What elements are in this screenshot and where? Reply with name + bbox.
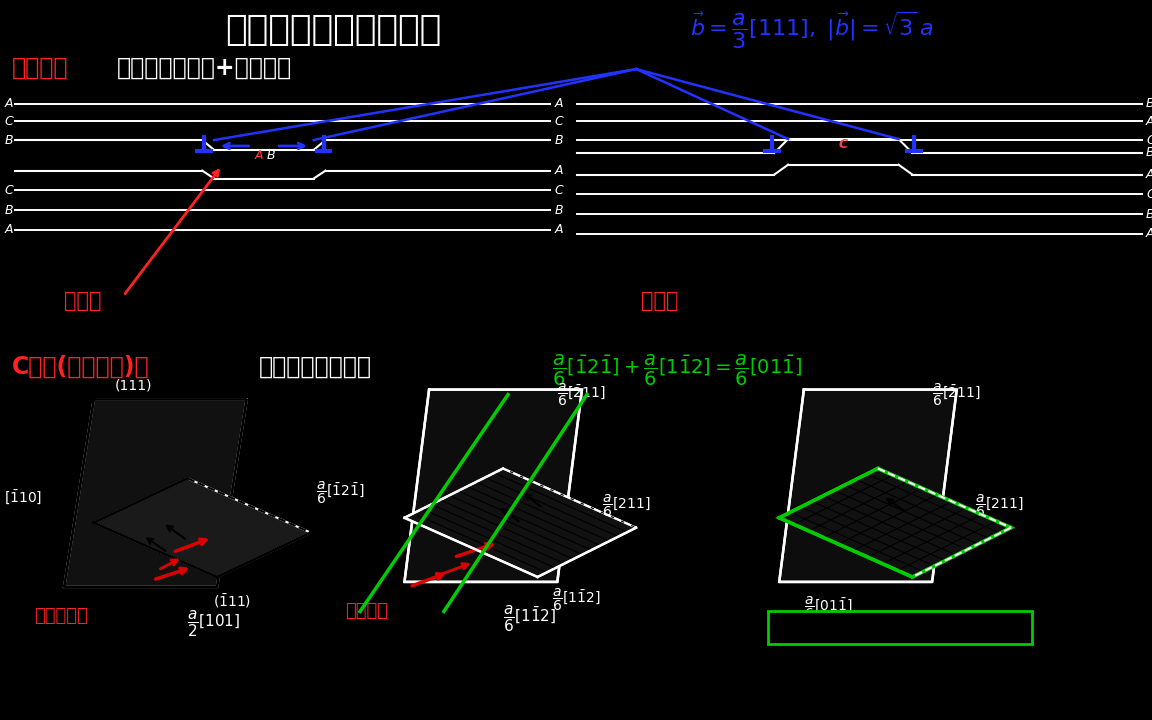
Text: 分位错线: 分位错线 <box>346 602 388 620</box>
Text: C: C <box>839 138 848 151</box>
Text: 包含不可动位错。: 包含不可动位错。 <box>258 355 371 379</box>
Text: 面心立方中的两类位错: 面心立方中的两类位错 <box>226 13 442 47</box>
Polygon shape <box>779 390 957 582</box>
Text: B: B <box>1146 207 1152 220</box>
Text: $(\bar{1}11)$: $(\bar{1}11)$ <box>213 592 251 610</box>
Text: $\dfrac{a}{2}[101]$: $\dfrac{a}{2}[101]$ <box>188 610 241 639</box>
Text: $[\bar{1}10]$: $[\bar{1}10]$ <box>5 489 43 507</box>
Text: A: A <box>554 97 563 110</box>
Text: C: C <box>5 184 13 197</box>
Text: (111): (111) <box>114 379 152 392</box>
Text: B: B <box>554 133 563 147</box>
FancyBboxPatch shape <box>768 611 1032 644</box>
Text: 抽出型: 抽出型 <box>65 291 101 311</box>
Text: $\dfrac{a}{6}[211]$: $\dfrac{a}{6}[211]$ <box>975 492 1023 519</box>
Text: $\dfrac{a}{6}[\bar{2}11]$: $\dfrac{a}{6}[\bar{2}11]$ <box>932 382 980 408</box>
Text: 不可动位错线，滑移面(10: 不可动位错线，滑移面(10 <box>841 620 957 635</box>
Text: A: A <box>255 149 263 162</box>
Text: A: A <box>554 223 563 236</box>
Text: $\dfrac{a}{6}[211]$: $\dfrac{a}{6}[211]$ <box>601 492 651 519</box>
Polygon shape <box>93 478 311 577</box>
Text: B: B <box>1146 97 1152 110</box>
Text: A: A <box>1146 168 1152 181</box>
Text: C: C <box>1146 133 1152 147</box>
Text: B: B <box>1146 146 1152 159</box>
Text: 结构：刃位错环+中间层错: 结构：刃位错环+中间层错 <box>116 56 291 80</box>
Text: A: A <box>5 97 13 110</box>
Text: $\dfrac{a}{6}[1\bar{1}2]$: $\dfrac{a}{6}[1\bar{1}2]$ <box>552 587 601 613</box>
Text: 兰克位错: 兰克位错 <box>12 56 68 80</box>
Polygon shape <box>779 469 1011 577</box>
Text: C: C <box>554 114 563 128</box>
Text: C位错(面角位错)：: C位错(面角位错)： <box>12 355 150 379</box>
Text: C: C <box>5 114 13 128</box>
Text: B: B <box>5 204 13 217</box>
Text: B: B <box>267 149 275 162</box>
Text: $\dfrac{a}{6}[01\bar{1}]$: $\dfrac{a}{6}[01\bar{1}]$ <box>804 595 852 621</box>
Text: $\dfrac{a}{6}[\bar{1}2\bar{1}]$: $\dfrac{a}{6}[\bar{1}2\bar{1}]$ <box>316 480 365 506</box>
Text: A: A <box>554 164 563 177</box>
Text: $\dfrac{a}{6}[1\bar{1}2]$: $\dfrac{a}{6}[1\bar{1}2]$ <box>503 605 556 634</box>
Text: $\vec{b}=\dfrac{a}{3}[111],\ |\vec{b}|=\sqrt{3}\,a$: $\vec{b}=\dfrac{a}{3}[111],\ |\vec{b}|=\… <box>690 10 934 51</box>
Text: C: C <box>554 184 563 197</box>
Polygon shape <box>404 390 582 582</box>
Text: $\dfrac{a}{6}[\bar{1}2\bar{1}]+\dfrac{a}{6}[1\bar{1}2]=\dfrac{a}{6}[01\bar{1}]$: $\dfrac{a}{6}[\bar{1}2\bar{1}]+\dfrac{a}… <box>552 353 802 388</box>
Text: B: B <box>554 204 563 217</box>
Text: A: A <box>5 223 13 236</box>
Text: 单位位错线: 单位位错线 <box>35 606 89 624</box>
Text: B: B <box>5 133 13 147</box>
Text: $\dfrac{a}{6}[\bar{2}11]$: $\dfrac{a}{6}[\bar{2}11]$ <box>558 382 606 408</box>
Text: 插入型: 插入型 <box>642 291 679 311</box>
Text: A: A <box>1146 114 1152 128</box>
Text: A: A <box>1146 228 1152 240</box>
Text: C: C <box>1146 188 1152 201</box>
Polygon shape <box>404 469 636 577</box>
Polygon shape <box>65 400 247 587</box>
